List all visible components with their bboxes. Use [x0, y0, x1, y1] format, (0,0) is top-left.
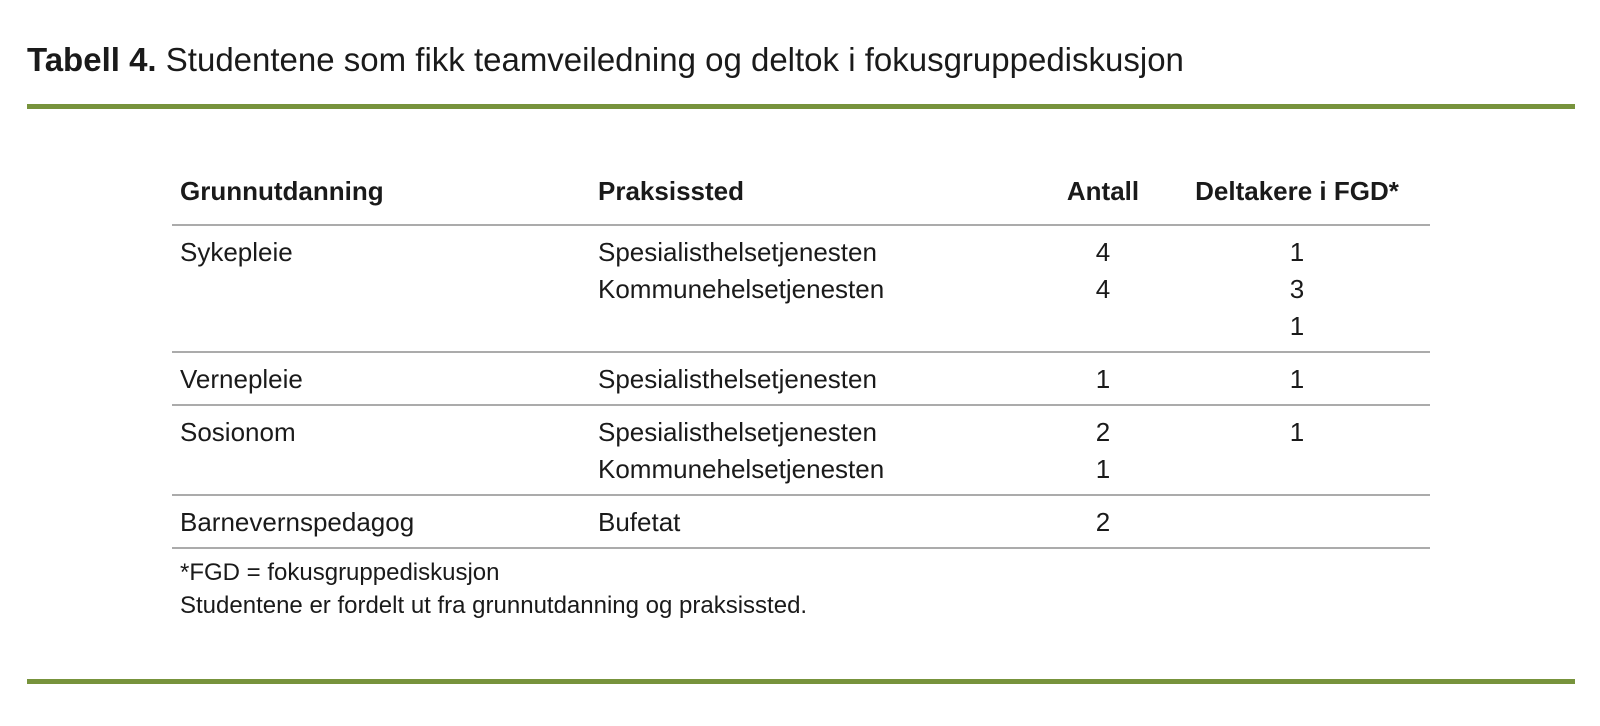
table-row: Vernepleie Spesialisthelsetjenesten 1 1	[172, 352, 1430, 405]
cell-deltakere	[1164, 495, 1430, 548]
group-sykepleie: Sykepleie Spesialisthelsetjenesten 4 1 K…	[172, 225, 1430, 352]
table-row: Sykepleie Spesialisthelsetjenesten 4 1	[172, 225, 1430, 271]
cell-grunnutdanning: Vernepleie	[180, 364, 303, 394]
cell-deltakere: 3	[1289, 274, 1305, 304]
table-row: Barnevernspedagog Bufetat 2	[172, 495, 1430, 548]
cell-antall: 4	[1095, 274, 1111, 304]
table-header: Grunnutdanning Praksissted Antall Deltak…	[172, 160, 1430, 226]
students-table: Grunnutdanning Praksissted Antall Deltak…	[172, 160, 1430, 549]
cell-praksissted	[590, 308, 1042, 352]
column-header-grunnutdanning: Grunnutdanning	[172, 160, 590, 226]
cell-deltakere	[1164, 451, 1430, 495]
cell-antall: 1	[1095, 454, 1111, 484]
cell-praksissted: Spesialisthelsetjenesten	[598, 364, 877, 394]
cell-grunnutdanning: Sykepleie	[180, 237, 293, 267]
cell-deltakere: 1	[1289, 311, 1305, 341]
table-header-row: Grunnutdanning Praksissted Antall Deltak…	[172, 160, 1430, 226]
group-barnevernspedagog: Barnevernspedagog Bufetat 2	[172, 495, 1430, 548]
cell-praksissted: Kommunehelsetjenesten	[598, 454, 885, 484]
cell-grunnutdanning	[172, 451, 590, 495]
cell-praksissted: Bufetat	[598, 507, 681, 537]
table-row: 1	[172, 308, 1430, 352]
cell-grunnutdanning: Barnevernspedagog	[180, 507, 415, 537]
table-footnotes: *FGD = fokusgruppediskusjon Studentene e…	[180, 556, 807, 622]
cell-praksissted: Spesialisthelsetjenesten	[598, 237, 877, 267]
group-vernepleie: Vernepleie Spesialisthelsetjenesten 1 1	[172, 352, 1430, 405]
group-sosionom: Sosionom Spesialisthelsetjenesten 2 1 Ko…	[172, 405, 1430, 495]
cell-antall: 2	[1095, 507, 1111, 537]
cell-antall: 4	[1095, 237, 1111, 267]
table-row: Kommunehelsetjenesten 4 3	[172, 271, 1430, 308]
column-header-praksissted: Praksissted	[590, 160, 1042, 226]
bottom-green-rule	[27, 679, 1575, 684]
footnote-distribution-note: Studentene er fordelt ut fra grunnutdann…	[180, 592, 808, 619]
cell-deltakere: 1	[1289, 237, 1305, 267]
column-header-antall: Antall	[1042, 160, 1164, 226]
cell-grunnutdanning	[172, 308, 590, 352]
table-row: Sosionom Spesialisthelsetjenesten 2 1	[172, 405, 1430, 451]
top-green-rule	[27, 104, 1575, 109]
table-caption: Tabell 4. Studentene som fikk teamveiled…	[27, 38, 1184, 82]
column-header-deltakere-fgd: Deltakere i FGD*	[1164, 160, 1430, 226]
table-row: Kommunehelsetjenesten 1	[172, 451, 1430, 495]
students-table-container: Grunnutdanning Praksissted Antall Deltak…	[172, 160, 1430, 549]
table-caption-text: Studentene som fikk teamveiledning og de…	[165, 41, 1184, 78]
cell-praksissted: Kommunehelsetjenesten	[598, 274, 885, 304]
cell-grunnutdanning	[172, 271, 590, 308]
cell-antall: 2	[1095, 417, 1111, 447]
cell-deltakere: 1	[1289, 417, 1305, 447]
cell-praksissted: Spesialisthelsetjenesten	[598, 417, 877, 447]
cell-antall: 1	[1095, 364, 1111, 394]
cell-grunnutdanning: Sosionom	[180, 417, 296, 447]
table-caption-label: Tabell 4.	[27, 41, 157, 78]
cell-antall	[1042, 308, 1164, 352]
cell-deltakere: 1	[1289, 364, 1305, 394]
footnote-fgd-definition: *FGD = fokusgruppediskusjon	[180, 559, 500, 586]
